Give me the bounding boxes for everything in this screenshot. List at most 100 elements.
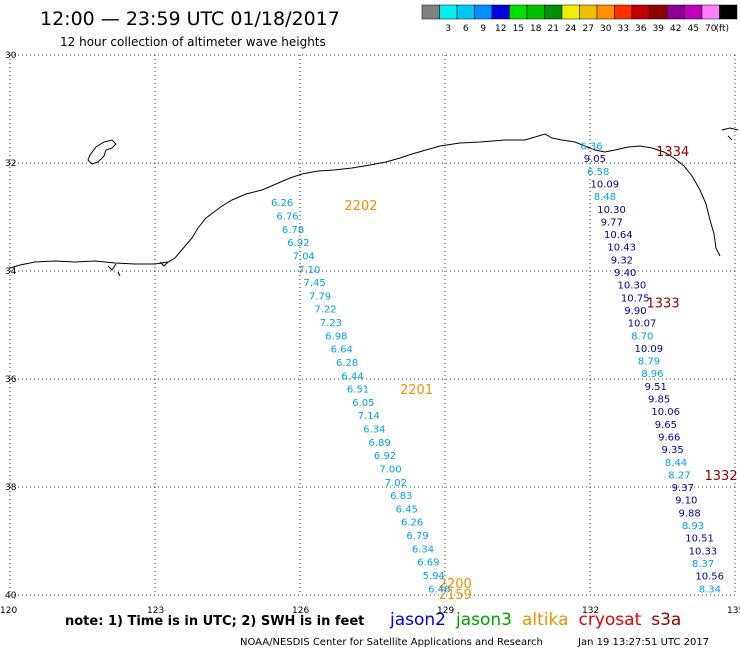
legend-label: 24 — [565, 24, 577, 34]
legend-swatch — [561, 4, 580, 20]
swh-value: 10.30 — [597, 205, 626, 216]
swh-value: 6.89 — [369, 438, 391, 449]
swh-value: 9.90 — [624, 306, 646, 317]
swh-value: 6.05 — [352, 398, 374, 409]
legend-label: 12 — [495, 24, 506, 34]
lon-label: 135 — [727, 606, 740, 616]
pass-time-label: 2159 — [439, 588, 472, 603]
satellite-legend: jason2 jason3 altika cryosat s3a — [389, 610, 681, 630]
satellite-name: jason2 — [389, 610, 446, 630]
swh-value: 8.44 — [665, 458, 687, 469]
swh-value: 5.94 — [423, 571, 445, 582]
legend-label: 42 — [670, 24, 681, 34]
legend-label: 9 — [480, 24, 486, 34]
swh-value: 10.06 — [651, 407, 680, 418]
swh-value: 6.92 — [287, 238, 309, 249]
credit: NOAA/NESDIS Center for Satellite Applica… — [240, 637, 543, 648]
lat-label: 38 — [5, 483, 17, 493]
satellite-name: cryosat — [579, 610, 642, 630]
legend-swatch — [579, 4, 598, 20]
swh-value: 8.37 — [692, 559, 714, 570]
swh-value: 9.66 — [658, 432, 680, 443]
pass-time-label: 2201 — [400, 383, 433, 398]
swh-value: 7.22 — [314, 305, 336, 316]
swh-value: 7.14 — [358, 411, 380, 422]
east-coast-fragment — [721, 127, 739, 141]
swh-value: 6.26 — [401, 518, 423, 529]
pass-time-label: 1332 — [705, 469, 738, 484]
pass-time-label: 2202 — [344, 199, 377, 214]
swh-value: 10.64 — [604, 230, 633, 241]
legend-label: 30 — [600, 24, 612, 34]
pass-time-label: 1333 — [647, 296, 680, 311]
swh-value: 6.45 — [396, 504, 418, 515]
legend-swatch — [614, 4, 633, 20]
pass-time-label: 2200 — [439, 577, 472, 592]
legend-label: 45 — [688, 24, 699, 34]
lat-label: 34 — [5, 267, 17, 277]
swh-value: 6.78 — [282, 225, 304, 236]
swh-value: 7.00 — [379, 464, 401, 475]
swh-value: 7.23 — [320, 318, 342, 329]
track-west: 6.26 6.76 6.78 6.92 7.04 7.10 7.45 7.79 7.22 7.23… — [271, 198, 450, 595]
lat-lon-grid: 30 32 34 36 38 40 120 123 126 129 132 135 — [0, 51, 740, 616]
swh-value: 6.69 — [417, 558, 439, 569]
swh-value: 9.65 — [655, 420, 677, 431]
swh-value: 6.98 — [325, 331, 347, 342]
legend-label: 70 — [705, 24, 717, 34]
legend-swatch — [491, 4, 510, 20]
swh-value: 8.48 — [594, 192, 616, 203]
legend-label: 36 — [635, 24, 647, 34]
satellite-name: altika — [522, 610, 569, 630]
satellite-name: s3a — [651, 610, 681, 630]
swh-value: 6.46 — [428, 584, 450, 595]
legend-label: 18 — [530, 24, 542, 34]
swh-value: 10.07 — [628, 319, 657, 330]
lon-label: 123 — [147, 606, 164, 616]
lon-label: 132 — [582, 606, 599, 616]
wave-height-legend: 3 6 9 12 15 18 21 24 27 30 33 36 39 42 45 70 (ft) — [421, 4, 738, 34]
jeju-island — [87, 139, 117, 165]
swh-value: 9.85 — [648, 395, 670, 406]
legend-swatch — [719, 4, 738, 20]
swh-value: 6.34 — [412, 544, 434, 555]
swh-value: 10.56 — [695, 572, 724, 583]
swh-value: 6.64 — [331, 345, 353, 356]
swh-value: 9.05 — [584, 154, 606, 165]
swh-value: 6.26 — [271, 198, 293, 209]
legend-swatch — [456, 4, 475, 20]
timestamp: Jan 19 13:27:51 UTC 2017 — [577, 637, 709, 648]
legend-swatch — [649, 4, 668, 20]
lon-label: 129 — [437, 606, 454, 616]
legend-swatch — [701, 4, 720, 20]
swh-value: 8.79 — [638, 357, 660, 368]
swh-value: 10.51 — [685, 534, 714, 545]
legend-label: 27 — [583, 24, 594, 34]
swh-value: 6.34 — [363, 425, 385, 436]
swh-value: 6.44 — [341, 371, 363, 382]
swh-value: 7.79 — [309, 291, 331, 302]
swh-value: 8.34 — [699, 584, 721, 595]
swh-value: 8.70 — [631, 331, 653, 342]
lon-label: 120 — [0, 606, 17, 616]
satellite-name: jason3 — [455, 610, 512, 630]
swh-value: 9.37 — [672, 483, 694, 494]
legend-label: 15 — [513, 24, 524, 34]
swh-value: 9.51 — [645, 382, 667, 393]
legend-unit: (ft) — [716, 24, 730, 34]
legend-swatch — [439, 4, 458, 20]
coastline — [9, 127, 739, 277]
swh-value: 9.10 — [675, 496, 697, 507]
swh-value: 10.09 — [634, 344, 663, 355]
page-title: 12:00 — 23:59 UTC 01/18/2017 — [40, 8, 340, 30]
china-coastline — [9, 133, 721, 269]
swh-value: 6.83 — [390, 491, 412, 502]
legend-swatch — [544, 4, 563, 20]
swh-value: 8.93 — [682, 521, 704, 532]
swh-value: 8.27 — [668, 470, 690, 481]
pass-time-label: 1334 — [656, 145, 689, 160]
legend-swatch — [631, 4, 650, 20]
legend-label: 33 — [618, 24, 629, 34]
